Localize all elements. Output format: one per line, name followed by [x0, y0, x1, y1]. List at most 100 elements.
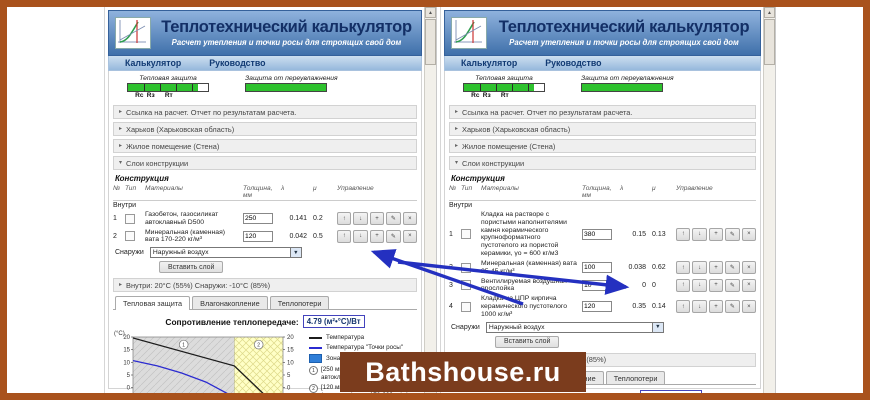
accordion-row[interactable]: ▸ Жилое помещение (Стена): [113, 139, 417, 153]
menu-calculator[interactable]: Калькулятор: [461, 58, 518, 68]
accordion-row[interactable]: ▸ Жилое помещение (Стена): [449, 139, 756, 153]
add-button[interactable]: +: [708, 261, 724, 275]
scrollbar[interactable]: ▲: [424, 7, 436, 393]
insert-layer-button[interactable]: Вставить слой: [159, 261, 224, 274]
thickness-input[interactable]: [582, 301, 612, 313]
tab-heatloss[interactable]: Теплопотери: [269, 296, 330, 310]
tab-heatloss[interactable]: Теплопотери: [605, 370, 666, 384]
accordion-label: Ссылка на расчет. Отчет по результатам р…: [462, 107, 633, 117]
outside-row: Снаружи Наружный воздух ▼: [449, 320, 756, 334]
outside-row: Снаружи Наружный воздух ▼: [113, 245, 417, 259]
edit-button[interactable]: ✎: [725, 300, 740, 314]
thickness-input[interactable]: [582, 279, 612, 291]
tab-moisture[interactable]: Влагонакопление: [192, 296, 268, 310]
menu-manual[interactable]: Руководство: [545, 58, 602, 68]
add-button[interactable]: +: [369, 212, 385, 226]
construction-title: Конструкция: [451, 174, 505, 183]
move-down-button[interactable]: ↓: [353, 212, 368, 226]
layer-rows: 1 Газобетон, газосиликат автоклавный D500…: [113, 210, 418, 245]
edit-button[interactable]: ✎: [725, 261, 740, 275]
layer-checkbox[interactable]: [125, 231, 135, 242]
menu-manual[interactable]: Руководство: [209, 58, 266, 68]
legend-line-swatch: [309, 346, 322, 349]
move-up-button[interactable]: ↑: [676, 300, 691, 314]
layer-controls: ↑ ↓ + ✎ ×: [676, 300, 757, 314]
add-button[interactable]: +: [708, 278, 724, 292]
delete-button[interactable]: ×: [741, 300, 757, 314]
layer-number: 1: [449, 230, 453, 238]
edit-button[interactable]: ✎: [386, 212, 401, 226]
scrollbar[interactable]: ▲: [763, 7, 775, 393]
layer-rows: 1 Кладка на растворе с пористыми наполнит…: [449, 210, 757, 320]
accordion-row[interactable]: ▾ Слои конструкции: [113, 156, 417, 170]
move-up-button[interactable]: ↑: [676, 227, 691, 241]
thickness-input[interactable]: [243, 230, 273, 242]
col-lambda: λ: [281, 185, 285, 192]
add-button[interactable]: +: [369, 229, 385, 243]
move-up-button[interactable]: ↑: [337, 229, 352, 243]
menu-calculator[interactable]: Калькулятор: [125, 58, 182, 68]
menu-bar: Калькулятор Руководство: [444, 56, 761, 71]
app-header: Теплотехнический калькулятор Расчет утеп…: [108, 10, 422, 56]
move-down-button[interactable]: ↓: [692, 300, 707, 314]
accordion-row[interactable]: ▸ Ссылка на расчет. Отчет по результатам …: [113, 105, 417, 119]
move-down-button[interactable]: ↓: [353, 229, 368, 243]
layer-checkbox[interactable]: [125, 213, 135, 224]
outside-air-select[interactable]: Наружный воздух ▼: [149, 247, 302, 259]
chevron-down-icon[interactable]: ▼: [289, 248, 301, 258]
move-down-button[interactable]: ↓: [692, 278, 707, 292]
move-up-button[interactable]: ↑: [676, 261, 691, 275]
scroll-thumb[interactable]: [425, 19, 436, 65]
layer-checkbox[interactable]: [461, 262, 471, 273]
delete-button[interactable]: ×: [741, 278, 757, 292]
scroll-up-icon[interactable]: ▲: [425, 7, 436, 18]
chevron-right-icon: ▸: [455, 126, 459, 132]
accordion-row[interactable]: ▸ Харьков (Харьковская область): [113, 122, 417, 136]
environment-accordion[interactable]: ▸Внутри: 20°С (55%) Снаружи: -10°С (85%): [113, 278, 417, 293]
move-up-button[interactable]: ↑: [337, 212, 352, 226]
gauge-tick-label: Rс: [471, 92, 480, 99]
layer-checkbox[interactable]: [461, 280, 471, 291]
edit-button[interactable]: ✎: [386, 229, 401, 243]
insert-layer-button[interactable]: Вставить слой: [495, 335, 560, 348]
legend-line-swatch: [309, 336, 322, 339]
gauge-fill: [464, 84, 535, 91]
col-controls: Управление: [676, 185, 713, 192]
legend-line-item: Температура: [309, 334, 417, 341]
thickness-input[interactable]: [582, 262, 612, 274]
accordion-row[interactable]: ▸ Харьков (Харьковская область): [449, 122, 756, 136]
mu-value: 0.62: [652, 264, 666, 272]
thermal-gauge-label: Тепловая защита: [475, 75, 533, 82]
edit-button[interactable]: ✎: [725, 278, 740, 292]
outside-air-select[interactable]: Наружный воздух ▼: [485, 321, 664, 333]
delete-button[interactable]: ×: [741, 261, 757, 275]
layer-checkbox[interactable]: [461, 229, 471, 240]
chevron-down-icon[interactable]: ▼: [651, 322, 663, 332]
svg-text:2: 2: [257, 343, 260, 349]
accordion-row[interactable]: ▸ Ссылка на расчет. Отчет по результатам …: [449, 105, 756, 119]
app-header: Теплотехнический калькулятор Расчет утеп…: [444, 10, 761, 56]
col-materials: Материалы: [145, 185, 183, 192]
gauge-ticks: Rс Rз Rт: [463, 92, 545, 101]
chevron-down-icon: ▾: [119, 160, 123, 166]
table-header: № Тип Материалы Толщина, мм λ μ Управлен…: [113, 184, 417, 201]
moisture-gauge-bar: [581, 83, 663, 92]
thickness-input[interactable]: [243, 213, 273, 225]
construction-title: Конструкция: [115, 174, 169, 183]
scroll-thumb[interactable]: [764, 19, 775, 65]
scroll-up-icon[interactable]: ▲: [764, 7, 775, 18]
delete-button[interactable]: ×: [402, 212, 418, 226]
tab-thermal[interactable]: Тепловая защита: [115, 296, 191, 311]
delete-button[interactable]: ×: [741, 227, 757, 241]
accordion-row[interactable]: ▾ Слои конструкции: [449, 156, 756, 170]
add-button[interactable]: +: [708, 300, 724, 314]
moisture-gauge-bar: [245, 83, 327, 92]
move-down-button[interactable]: ↓: [692, 261, 707, 275]
move-down-button[interactable]: ↓: [692, 227, 707, 241]
layer-checkbox[interactable]: [461, 301, 471, 312]
edit-button[interactable]: ✎: [725, 227, 740, 241]
move-up-button[interactable]: ↑: [676, 278, 691, 292]
delete-button[interactable]: ×: [402, 229, 418, 243]
thickness-input[interactable]: [582, 228, 612, 240]
add-button[interactable]: +: [708, 227, 724, 241]
